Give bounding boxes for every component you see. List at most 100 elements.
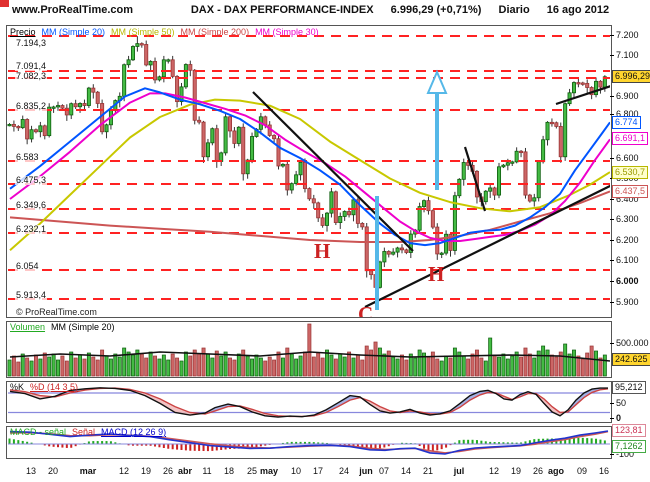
time-tick-label: 25	[246, 466, 257, 476]
volume-legend: Volumen MM (Simple 20)	[10, 322, 121, 332]
price-tick-label: 6.900	[616, 91, 639, 101]
price-tick-label: -100	[616, 449, 635, 459]
copyright-text: © ProRealTime.com	[16, 307, 97, 317]
time-tick-label: 19	[510, 466, 521, 476]
time-tick-label: 26	[162, 466, 173, 476]
time-tick-label: 21	[422, 466, 433, 476]
legend-item[interactable]: MM (Simple 20)	[51, 322, 115, 332]
axis-tick-mark	[610, 158, 614, 159]
time-tick-label: may	[259, 466, 278, 476]
value-box: 6.774	[612, 116, 641, 129]
macd-legend: MACD - señal Señal MACD (12 26 9)	[10, 427, 172, 437]
value-box: 6.691,1	[612, 132, 649, 145]
level-price-label: 6.835,2	[15, 101, 48, 111]
date-label: 16 ago 2012	[546, 4, 610, 16]
level-price-label: 7.082,3	[15, 71, 48, 81]
legend-item[interactable]: MM (Simple 20)	[41, 27, 106, 37]
volume-plot	[7, 323, 610, 377]
price-tick-label: 6.300	[616, 214, 639, 224]
volume-panel[interactable]: Volumen MM (Simple 20)	[6, 321, 612, 378]
legend-item[interactable]: MM (Simple 30)	[255, 27, 319, 37]
level-price-label: 5.913,4	[15, 290, 48, 300]
timeframe-label[interactable]: Diario	[498, 4, 530, 16]
time-tick-label: 26	[532, 466, 543, 476]
legend-item[interactable]: MM (Simple 50)	[111, 27, 175, 37]
chart-title-bar: DAX - DAX PERFORMANCE-INDEX 6.996,29 (+0,…	[150, 4, 650, 16]
axis-tick-mark	[610, 302, 614, 303]
value-box: 7,1262	[612, 440, 646, 453]
legend-item[interactable]: Volumen	[10, 322, 46, 332]
time-tick-label: 12	[118, 466, 129, 476]
up-arrow-icon	[426, 69, 448, 94]
time-tick-label: 11	[202, 466, 212, 476]
mm50-line	[9, 98, 610, 252]
time-tick-label: jun	[359, 466, 373, 476]
price-plot	[7, 35, 610, 310]
time-tick-label: jul	[453, 466, 465, 476]
axis-tick-mark	[610, 418, 614, 419]
time-tick-label: 20	[47, 466, 58, 476]
legend-item[interactable]: %K	[10, 382, 25, 392]
level-price-label: 6.349,6	[15, 200, 48, 210]
mm200-line	[9, 190, 610, 243]
stochastic-panel[interactable]: %K %D (14 3 5)	[6, 381, 612, 423]
volume-bars	[7, 323, 607, 377]
annotation-letter-h: H	[428, 262, 445, 286]
axis-tick-mark	[610, 96, 614, 97]
level-price-label: 7.194,3	[15, 38, 48, 48]
axis-tick-mark	[610, 403, 614, 404]
annotation-letter-h: H	[314, 239, 331, 263]
legend-item[interactable]: MM (Simple 200)	[180, 27, 250, 37]
time-tick-label: 12	[488, 466, 499, 476]
annotation-letter-c: C	[358, 302, 374, 318]
legend-item[interactable]: Precio	[10, 27, 36, 37]
head-shoulders-annotation[interactable]	[375, 69, 448, 310]
price-tick-label: 6.100	[616, 255, 639, 265]
symbol-name: DAX - DAX PERFORMANCE-INDEX	[190, 4, 374, 16]
value-box: 6.996,29	[612, 70, 650, 83]
stochastic-legend: %K %D (14 3 5)	[10, 382, 84, 392]
price-tick-label: 0	[616, 413, 622, 423]
axis-tick-mark	[610, 454, 614, 455]
price-chart-panel[interactable]: Precio MM (Simple 20) MM (Simple 50) MM (Si…	[6, 25, 612, 318]
price-tick-label: 6.000	[616, 276, 639, 286]
mm20-line	[9, 87, 610, 247]
trend-lines[interactable]	[252, 85, 610, 308]
time-tick-label: 19	[140, 466, 151, 476]
time-tick-label: mar	[79, 466, 97, 476]
price-tick-label: 6.600	[616, 153, 639, 163]
time-tick-label: 17	[312, 466, 323, 476]
legend-item[interactable]: MACD - señal	[10, 427, 67, 437]
time-tick-label: ago	[547, 466, 564, 476]
macd-panel[interactable]: MACD - señal Señal MACD (12 26 9)	[6, 426, 612, 459]
time-tick-label: 24	[338, 466, 349, 476]
level-price-label: 6.054	[15, 261, 40, 271]
time-tick-label: 09	[576, 466, 587, 476]
time-tick-label: abr	[177, 466, 192, 476]
time-tick-label: 16	[598, 466, 609, 476]
stoch-k-line	[9, 387, 608, 418]
price-tick-label: 5.900	[616, 297, 639, 307]
legend-item[interactable]: MACD (12 26 9)	[101, 427, 167, 437]
price-tick-label: 7.200	[616, 30, 639, 40]
value-box: 95,212	[612, 381, 646, 394]
price-legend: Precio MM (Simple 20) MM (Simple 50) MM (Si…	[10, 27, 325, 37]
legend-item[interactable]: Señal	[72, 427, 96, 437]
price-tick-label: 6.400	[616, 194, 639, 204]
axis-tick-mark	[610, 35, 614, 36]
moving-averages	[9, 87, 610, 252]
brand-text: www.ProRealTime.com	[12, 4, 134, 16]
price-change: (+0,71%)	[436, 4, 482, 16]
axis-tick-mark	[610, 240, 614, 241]
price-tick-label: 7.100	[616, 50, 639, 60]
time-tick-label: 18	[223, 466, 234, 476]
macd-line	[9, 430, 609, 455]
axis-tick-mark	[610, 260, 614, 261]
value-box: 123,81	[612, 424, 646, 437]
time-tick-label: 10	[290, 466, 301, 476]
stochastic-plot	[8, 387, 610, 418]
axis-tick-mark	[610, 343, 614, 344]
legend-item[interactable]: %D (14 3 5)	[30, 382, 79, 392]
time-tick-label: 14	[400, 466, 411, 476]
price-tick-label: 6.200	[616, 235, 639, 245]
